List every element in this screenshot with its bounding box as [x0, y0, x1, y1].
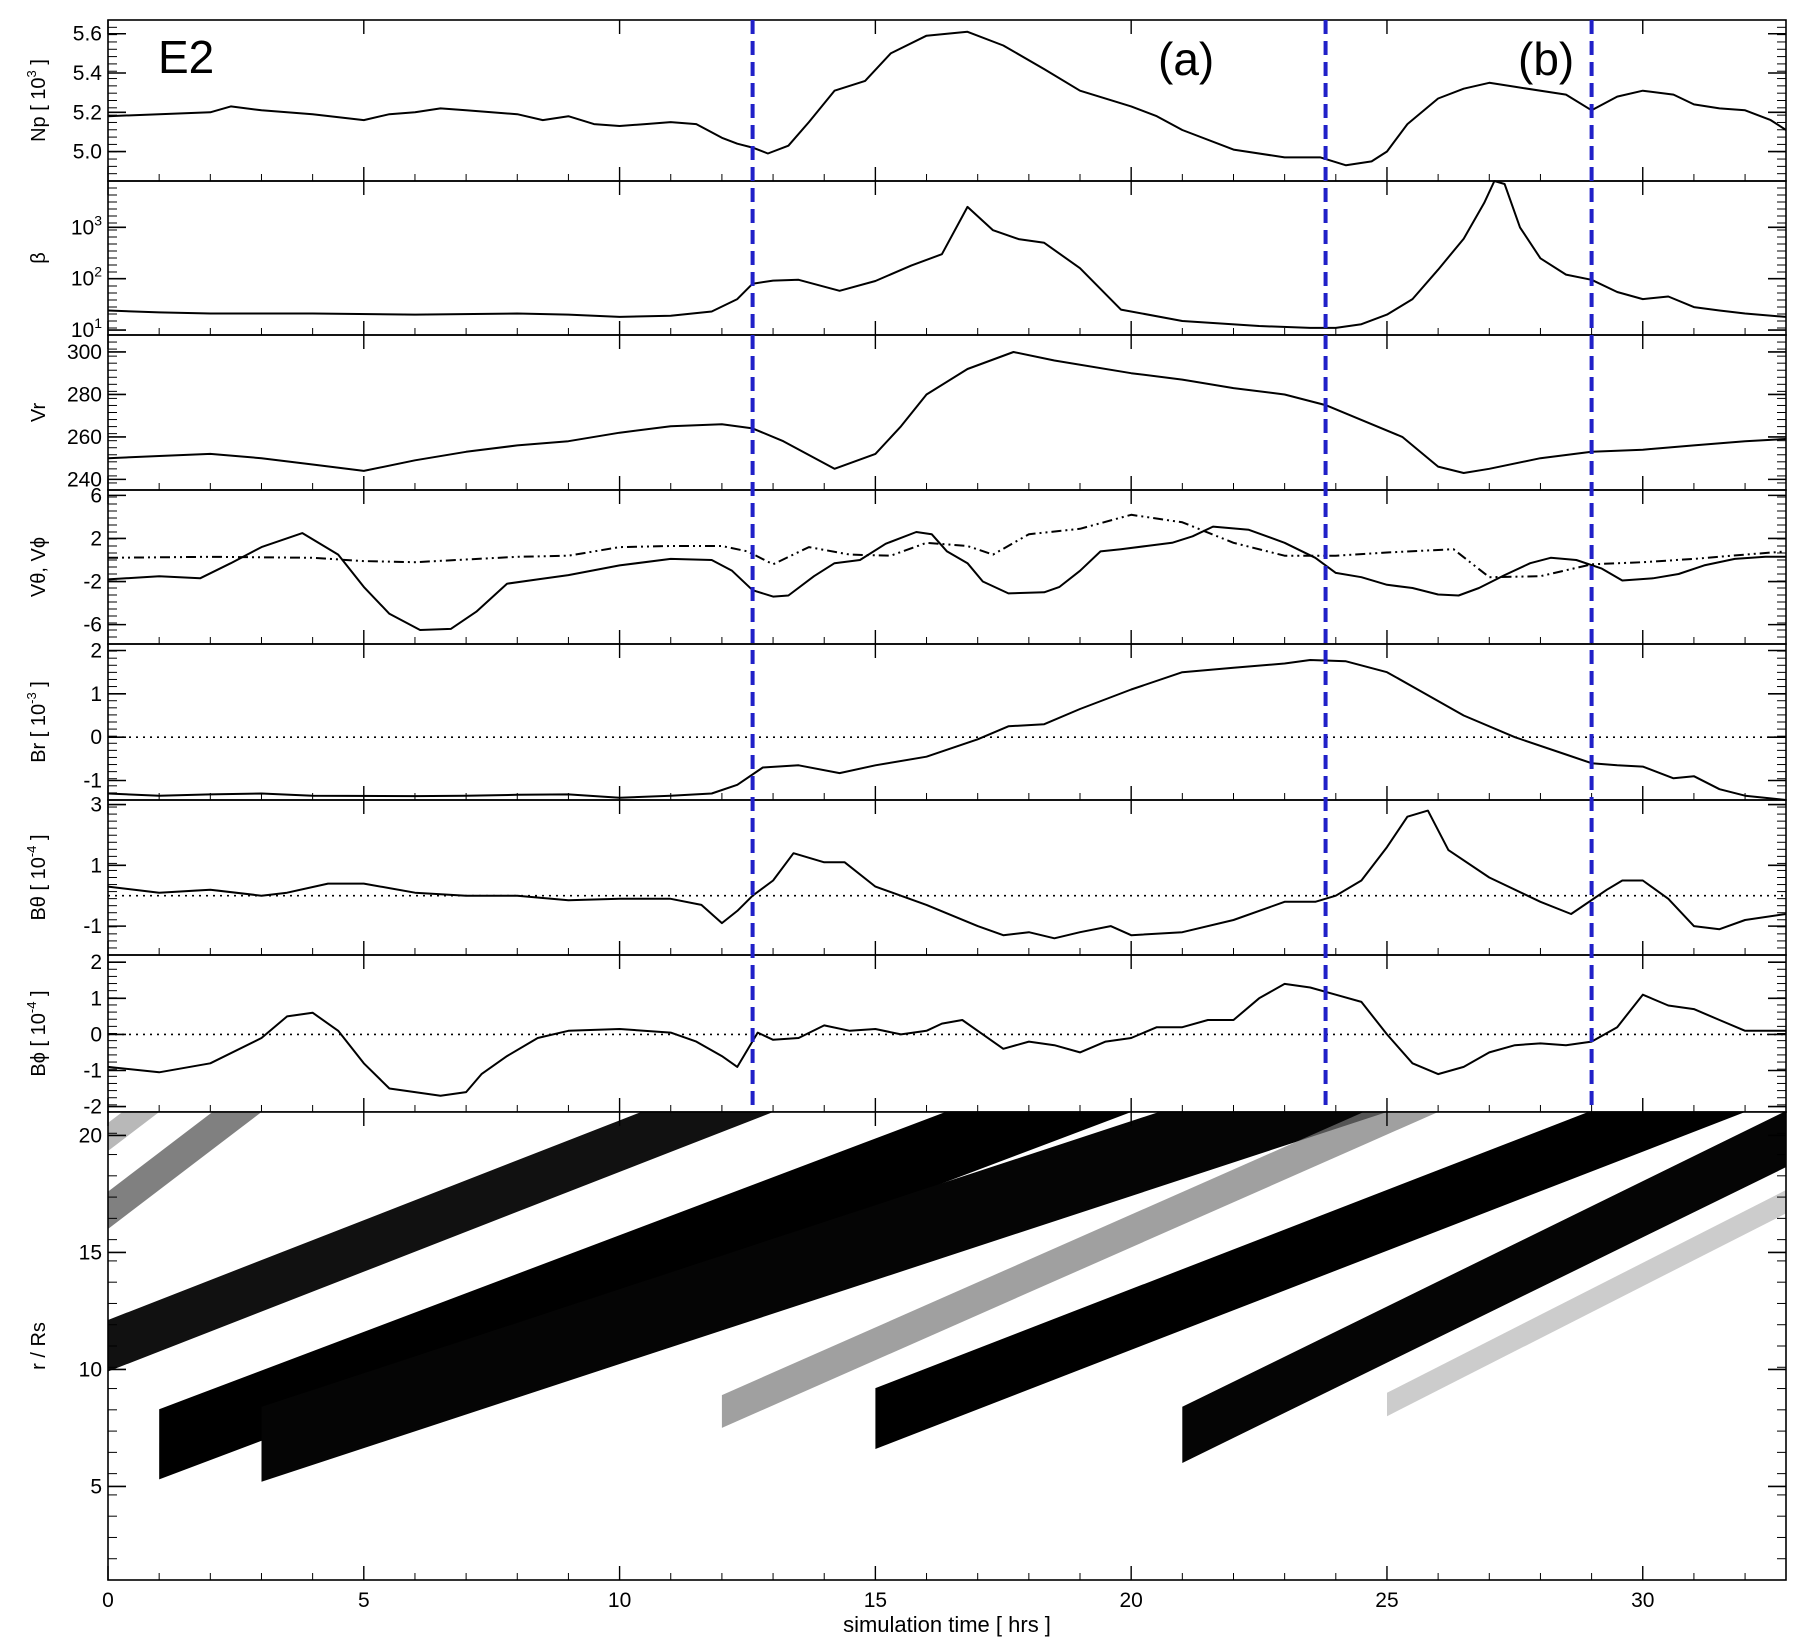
heatmap-band-7 — [1182, 1112, 1786, 1463]
panel-label-e2: E2 — [158, 31, 214, 83]
panel-8: 5 10 15 20 r / Rs 0 5 10 15 20 25 30 simulation time… — [28, 1111, 1787, 1637]
panels: 5.05.25.45.6Np [ 103 ]101102103β24026028… — [24, 19, 1787, 1637]
xtick-label: 25 — [1375, 1589, 1398, 1612]
ytick-label: 101 — [71, 315, 102, 342]
ylabel-end: ] — [28, 59, 50, 70]
ytick-exponent: 1 — [94, 315, 102, 331]
panel-frame — [107, 643, 1787, 801]
ytick-label: 5.0 — [73, 141, 102, 164]
ytick-label: 260 — [67, 426, 102, 449]
ytick-exponent: 2 — [94, 264, 102, 280]
ytick-label: 102 — [71, 264, 102, 291]
xtick-label: 10 — [608, 1589, 631, 1612]
series-line-1 — [107, 30, 1787, 167]
event-label-b: (b) — [1518, 33, 1574, 85]
ytick-label: 300 — [67, 341, 102, 364]
ylabel-end: ] — [28, 990, 50, 1001]
ytick-label: 3 — [90, 794, 102, 817]
ylabel: Bϕ [ 10-4 ] — [24, 990, 50, 1076]
ytick-label: -6 — [83, 614, 102, 637]
heatmap-band-6 — [875, 1112, 1746, 1449]
ytick-label: 103 — [71, 212, 102, 239]
series-line-1 — [107, 180, 1787, 329]
ytick-label: 20 — [79, 1124, 102, 1147]
ytick-label: 1 — [90, 683, 102, 706]
ylabel-main: Br [ 10 — [28, 704, 50, 763]
ytick-exponent: 3 — [94, 212, 102, 228]
xtick-label: 15 — [864, 1589, 887, 1612]
figure-labels: E2 (a) (b) — [158, 31, 1574, 85]
heatmap-band-3 — [108, 1112, 160, 1152]
ylabel: r / Rs — [28, 1322, 50, 1370]
heatmap-band-1 — [108, 1112, 774, 1372]
heatmap-band-9 — [1387, 1190, 1786, 1417]
panel-2: 101 102 103 β — [28, 180, 1787, 342]
event-label-a: (a) — [1158, 33, 1214, 85]
ylabel: Bθ [ 10-4 ] — [24, 834, 50, 920]
ylabel-sup: -4 — [24, 846, 39, 858]
xtick-label: 5 — [358, 1589, 370, 1612]
ylabel-main: Bθ [ 10 — [28, 857, 50, 920]
panel-frame — [107, 180, 1787, 336]
panel-5: -1 0 1 2 Br [ 10-3 ] — [24, 640, 1787, 801]
ytick-label: 1 — [90, 987, 102, 1010]
ytick-label: -1 — [83, 915, 102, 938]
ytick-label: 6 — [90, 484, 102, 507]
series-line-2 — [107, 513, 1787, 579]
ytick-label: -1 — [83, 770, 102, 793]
ylabel: β — [28, 252, 50, 264]
panel-frame — [107, 489, 1787, 645]
ylabel: Vr — [28, 403, 50, 423]
xlabel: simulation time [ hrs ] — [843, 1612, 1051, 1637]
ytick-label: 2 — [90, 951, 102, 974]
ylabel-end: ] — [28, 681, 50, 692]
ytick-label: 0 — [90, 726, 102, 749]
ytick-label: 5.4 — [73, 62, 103, 85]
ytick-label: 0 — [90, 1023, 102, 1046]
series-line-1 — [107, 659, 1787, 801]
panel-frame — [107, 954, 1787, 1113]
event-markers — [750, 20, 1594, 1112]
ytick-label: 5.2 — [73, 101, 102, 124]
xtick-label: 20 — [1119, 1589, 1142, 1612]
ytick-label: 5.6 — [73, 23, 102, 46]
ytick-label: 240 — [67, 468, 102, 491]
ylabel: Np [ 103 ] — [24, 59, 50, 142]
ylabel: Vθ, Vϕ — [28, 537, 50, 597]
ytick-label: 10 — [79, 1358, 102, 1381]
ylabel-main: Bϕ [ 10 — [28, 1013, 50, 1076]
ylabel-sup: -4 — [24, 1002, 39, 1014]
xtick-label: 30 — [1631, 1589, 1654, 1612]
series-line-1 — [107, 809, 1787, 940]
ylabel-end: ] — [28, 834, 50, 845]
ylabel-sup: -3 — [24, 692, 39, 704]
ytick-label: 2 — [90, 527, 102, 550]
ylabel: Br [ 10-3 ] — [24, 681, 50, 763]
series-line-1 — [107, 351, 1787, 474]
ytick-label: 1 — [90, 854, 102, 877]
series-line-1 — [107, 525, 1786, 631]
ylabel-main: Np [ 10 — [28, 77, 50, 141]
ytick-label: 280 — [67, 383, 102, 406]
heatmap-band-5 — [261, 1112, 1387, 1482]
xtick-label: 0 — [102, 1589, 114, 1612]
ytick-label: -2 — [83, 571, 102, 594]
heatmap-band-2 — [108, 1112, 262, 1229]
heatmap-band-8 — [721, 1112, 1439, 1428]
heatmap-bands — [108, 1112, 1786, 1482]
ytick-label: -2 — [83, 1096, 102, 1119]
ytick-label: 15 — [79, 1241, 102, 1264]
panel-4: -6 -2 2 6 Vθ, Vϕ — [28, 484, 1787, 645]
ylabel-sup: 3 — [24, 70, 39, 77]
ytick-label: -1 — [83, 1059, 102, 1082]
panel-frame — [107, 334, 1787, 491]
panel-6: -1 1 3 Bθ [ 10-4 ] — [24, 794, 1787, 956]
ytick-label: 2 — [90, 640, 102, 663]
series-line-1 — [107, 982, 1786, 1097]
panel-3: 240 260 280 300 Vr — [28, 334, 1787, 491]
panel-frame — [107, 799, 1787, 956]
panel-7: -2 -1 0 1 2 Bϕ [ 10-4 ] — [24, 951, 1787, 1119]
ytick-label: 5 — [90, 1475, 102, 1498]
